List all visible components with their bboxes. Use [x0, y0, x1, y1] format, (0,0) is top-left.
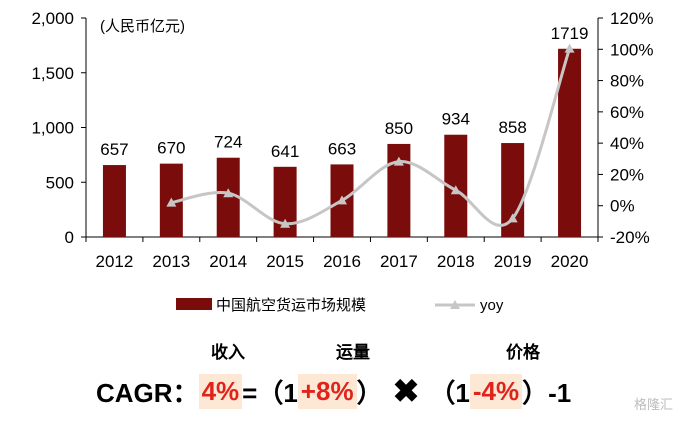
bar-value-label: 657	[100, 140, 128, 159]
y-right-tick-label: -20%	[610, 228, 650, 247]
x-tick-label: 2013	[152, 252, 190, 271]
bar	[216, 157, 240, 237]
yoy-line-path	[171, 48, 571, 227]
legend-line-label: yoy	[480, 297, 504, 314]
bar	[501, 143, 525, 237]
y-left-tick-label: 1,500	[31, 64, 74, 83]
y-left-tick-label: 500	[46, 173, 74, 192]
tail: ）-1	[522, 377, 572, 408]
times-icon: ✖	[392, 373, 420, 409]
yoy-point	[564, 43, 575, 53]
y-right-tick-label: 120%	[610, 9, 653, 28]
unit-label: (人民币亿元)	[100, 18, 185, 35]
bar-value-label: 641	[271, 142, 299, 161]
bar-value-label: 670	[157, 139, 185, 158]
x-tick-label: 2015	[266, 252, 304, 271]
formula-line: CAGR： 4% =（1 +8% ） ✖ （1 -4% ）-1	[96, 371, 571, 411]
x-tick-label: 2014	[209, 252, 247, 271]
y-right-tick-label: 40%	[610, 134, 644, 153]
yoy-point	[450, 185, 461, 195]
axes: 0 500 1,000 1,500 2,000 -20% 0% 20% 40% 60% 80% 100…	[31, 9, 653, 271]
cagr-formula: 收入 运量 价格 CAGR： 4% =（1 +8% ） ✖ （1 -4% ）-1…	[0, 330, 681, 424]
x-tick-label: 2016	[323, 252, 361, 271]
open-paren: （1	[429, 377, 470, 408]
bar-value-label: 858	[498, 118, 526, 137]
legend-line-marker	[450, 300, 460, 309]
yoy-point	[166, 197, 177, 207]
y-right-tick-label: 60%	[610, 103, 644, 122]
y-right-tick-label: 80%	[610, 72, 644, 91]
cagr-label: CAGR：	[96, 377, 199, 408]
y-left-tick-label: 0	[65, 228, 74, 247]
x-tick-label: 2017	[380, 252, 418, 271]
header-income: 收入	[211, 343, 245, 362]
watermark: 格隆汇	[633, 397, 673, 412]
yoy-point	[337, 195, 347, 205]
header-price: 价格	[506, 343, 540, 362]
yoy-point	[223, 188, 234, 198]
x-tick-label: 2020	[551, 252, 589, 271]
bar	[273, 166, 297, 237]
volume-value: +8%	[297, 373, 357, 409]
bar	[558, 48, 582, 237]
bar-value-label: 850	[385, 119, 413, 138]
x-tick-label: 2018	[437, 252, 475, 271]
bar-value-label: 724	[214, 133, 242, 152]
y-right-tick-label: 20%	[610, 165, 644, 184]
y-left-tick-label: 1,000	[31, 119, 74, 138]
legend-bar-label: 中国航空货运市场规模	[216, 297, 366, 314]
legend: 中国航空货运市场规模 yoy	[176, 297, 504, 314]
bar-value-label: 1719	[551, 24, 589, 43]
bar	[102, 165, 126, 237]
yoy-line	[166, 43, 575, 228]
x-tick-label: 2012	[96, 252, 134, 271]
x-tick-label: 2019	[494, 252, 532, 271]
y-right-tick-label: 100%	[610, 40, 653, 59]
bar-value-label: 934	[442, 110, 470, 129]
yoy-point	[280, 218, 291, 228]
header-volume: 运量	[336, 343, 370, 362]
bar-labels: 657 670 724 641 663 850 934 858 1719	[100, 24, 588, 161]
legend-bar-swatch	[176, 298, 212, 310]
equals-open: =（1	[242, 377, 298, 408]
yoy-point	[393, 156, 404, 166]
y-right-tick-label: 0%	[610, 197, 635, 216]
yoy-point	[507, 213, 518, 223]
price-value: -4%	[469, 373, 523, 409]
close-paren: ）	[356, 377, 383, 408]
bar-value-label: 663	[328, 139, 356, 158]
y-left-tick-label: 2,000	[31, 9, 74, 28]
bar	[387, 143, 411, 237]
chart: 0 500 1,000 1,500 2,000 -20% 0% 20% 40% 60% 80% 100…	[31, 9, 653, 314]
cagr-value: 4%	[198, 373, 243, 409]
